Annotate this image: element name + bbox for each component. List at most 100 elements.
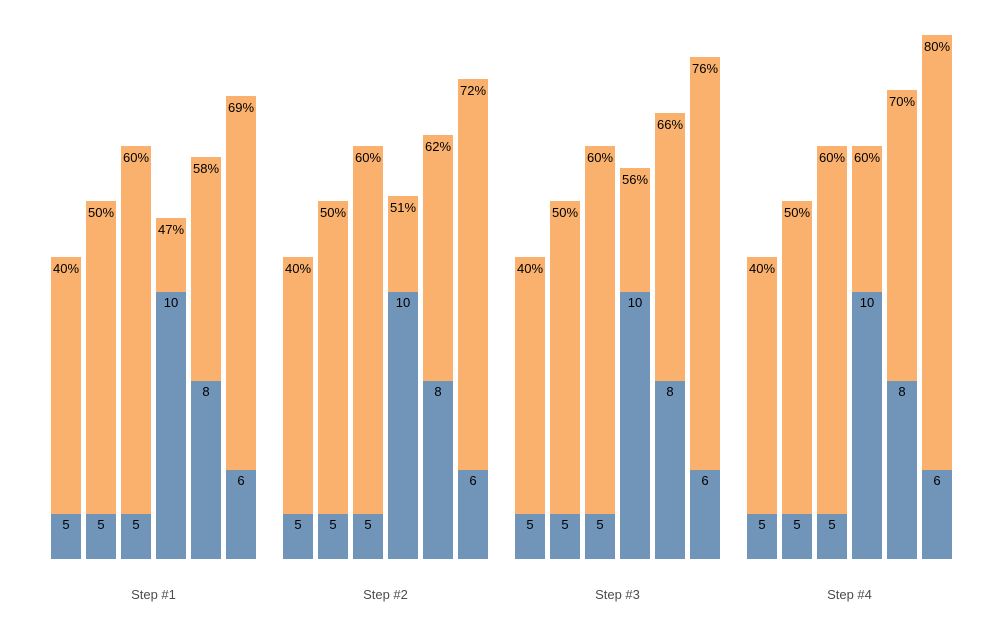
bar-value-segment: [550, 514, 580, 559]
bar-pct-label: 80%: [923, 39, 951, 54]
bar-pct-label: 58%: [192, 161, 220, 176]
stacked-bar: 72% 6: [458, 79, 488, 559]
bar-pct-label: 76%: [691, 61, 719, 76]
bar-pct-label: 66%: [656, 117, 684, 132]
stacked-bar: 56% 10: [620, 168, 650, 559]
group-step-label: Step #3: [595, 587, 640, 602]
bar-value-label: 5: [828, 517, 836, 532]
bar-value-label: 10: [395, 295, 411, 310]
bar-group: 40% 5 50% 5 60% 5 51% 10 62% 8 72% 6 Step #2: [283, 0, 488, 618]
bar-pct-label: 69%: [227, 100, 255, 115]
bar-pct-label: 60%: [586, 150, 614, 165]
bar-value-segment: [887, 381, 917, 559]
stacked-bar: 51% 10: [388, 196, 418, 559]
bar-pct-label: 50%: [87, 205, 115, 220]
bar-value-segment: [283, 514, 313, 559]
bar-pct-label: 60%: [818, 150, 846, 165]
bar-value-label: 8: [898, 384, 906, 399]
bar-group: 40% 5 50% 5 60% 5 47% 10 58% 8 69% 6 Step #1: [51, 0, 256, 618]
bar-value-segment: [620, 292, 650, 559]
stacked-bar: 50% 5: [86, 201, 116, 559]
bar-value-segment: [585, 514, 615, 559]
bar-pct-label: 50%: [319, 205, 347, 220]
bar-value-label: 5: [294, 517, 302, 532]
bar-pct-label: 60%: [122, 150, 150, 165]
bar-pct-label: 40%: [748, 261, 776, 276]
bar-pct-label: 50%: [783, 205, 811, 220]
stacked-bar: 62% 8: [423, 135, 453, 559]
stacked-bar: 60% 10: [852, 146, 882, 559]
stacked-bar: 58% 8: [191, 157, 221, 559]
bar-value-label: 8: [666, 384, 674, 399]
bar-group: 40% 5 50% 5 60% 5 56% 10 66% 8 76% 6 Step #3: [515, 0, 720, 618]
group-step-label: Step #2: [363, 587, 408, 602]
bar-value-label: 5: [364, 517, 372, 532]
bar-pct-label: 51%: [389, 200, 417, 215]
bar-value-segment: [51, 514, 81, 559]
stacked-bar: 47% 10: [156, 218, 186, 559]
bar-value-segment: [458, 470, 488, 559]
stacked-bar: 50% 5: [550, 201, 580, 559]
stacked-bar: 80% 6: [922, 35, 952, 559]
bar-value-label: 5: [793, 517, 801, 532]
bar-value-label: 5: [758, 517, 766, 532]
bar-value-label: 5: [596, 517, 604, 532]
bar-value-segment: [388, 292, 418, 559]
bar-value-label: 10: [859, 295, 875, 310]
bar-value-segment: [817, 514, 847, 559]
bar-value-label: 5: [97, 517, 105, 532]
bar-value-segment: [318, 514, 348, 559]
stacked-bar: 60% 5: [353, 146, 383, 559]
bar-pct-label: 47%: [157, 222, 185, 237]
stacked-bar: 40% 5: [283, 257, 313, 559]
bar-value-segment: [156, 292, 186, 559]
bar-value-label: 5: [62, 517, 70, 532]
bar-pct-label: 70%: [888, 94, 916, 109]
bar-pct-label: 72%: [459, 83, 487, 98]
bar-value-label: 5: [132, 517, 140, 532]
bar-value-segment: [852, 292, 882, 559]
bar-value-label: 5: [561, 517, 569, 532]
bar-value-segment: [655, 381, 685, 559]
bar-value-label: 6: [701, 473, 709, 488]
bar-value-segment: [782, 514, 812, 559]
bar-group: 40% 5 50% 5 60% 5 60% 10 70% 8 80% 6 Step #4: [747, 0, 952, 618]
stacked-bar: 69% 6: [226, 96, 256, 559]
bar-value-label: 8: [202, 384, 210, 399]
bar-value-segment: [191, 381, 221, 559]
bar-pct-label: 50%: [551, 205, 579, 220]
bar-value-label: 6: [933, 473, 941, 488]
bar-pct-label: 60%: [853, 150, 881, 165]
stacked-bar: 40% 5: [51, 257, 81, 559]
stacked-bar: 66% 8: [655, 113, 685, 559]
bar-value-segment: [353, 514, 383, 559]
bar-value-label: 5: [329, 517, 337, 532]
stacked-bar: 60% 5: [585, 146, 615, 559]
stacked-bar: 40% 5: [747, 257, 777, 559]
stacked-bar: 50% 5: [782, 201, 812, 559]
stacked-bar: 40% 5: [515, 257, 545, 559]
bar-value-segment: [226, 470, 256, 559]
bar-pct-label: 40%: [52, 261, 80, 276]
bar-pct-label: 40%: [284, 261, 312, 276]
bar-pct-label: 60%: [354, 150, 382, 165]
bar-value-segment: [515, 514, 545, 559]
stacked-bar: 60% 5: [817, 146, 847, 559]
bar-value-label: 8: [434, 384, 442, 399]
group-step-label: Step #1: [131, 587, 176, 602]
bar-pct-label: 62%: [424, 139, 452, 154]
bar-pct-label: 56%: [621, 172, 649, 187]
bar-value-label: 6: [237, 473, 245, 488]
bar-value-segment: [423, 381, 453, 559]
bar-pct-label: 40%: [516, 261, 544, 276]
bar-value-segment: [922, 470, 952, 559]
bar-value-label: 5: [526, 517, 534, 532]
bar-value-segment: [690, 470, 720, 559]
stacked-bar: 50% 5: [318, 201, 348, 559]
stacked-bar: 76% 6: [690, 57, 720, 559]
stacked-bar: 70% 8: [887, 90, 917, 559]
bar-value-segment: [121, 514, 151, 559]
group-step-label: Step #4: [827, 587, 872, 602]
